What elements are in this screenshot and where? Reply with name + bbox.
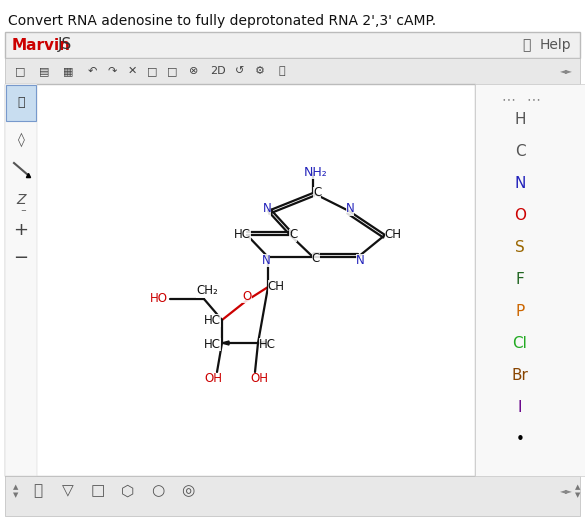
Text: HC: HC — [204, 314, 221, 326]
Text: ⤸: ⤸ — [17, 97, 25, 110]
Text: C: C — [515, 145, 525, 160]
Text: ⚙: ⚙ — [255, 66, 265, 76]
Text: Br: Br — [511, 369, 528, 384]
Text: HO: HO — [150, 292, 168, 305]
Text: N: N — [263, 203, 271, 216]
Text: ✕: ✕ — [128, 66, 137, 76]
Text: ◄►: ◄► — [559, 66, 573, 76]
Text: Marvin: Marvin — [12, 38, 71, 53]
Text: I: I — [518, 400, 522, 416]
Text: P: P — [515, 304, 525, 319]
Text: □: □ — [91, 483, 105, 499]
Text: Help: Help — [540, 38, 572, 52]
Text: N: N — [514, 176, 526, 192]
Text: JS: JS — [58, 38, 73, 53]
Text: OH: OH — [250, 373, 268, 386]
Text: ▲: ▲ — [13, 484, 19, 490]
Text: ◄►: ◄► — [559, 487, 573, 495]
Text: −: − — [13, 249, 29, 267]
Bar — [5, 476, 580, 516]
Text: H: H — [514, 113, 526, 127]
Text: ▦: ▦ — [63, 66, 73, 76]
Text: S: S — [515, 241, 525, 255]
Text: C: C — [312, 253, 320, 266]
Text: N: N — [261, 254, 270, 267]
Text: □: □ — [147, 66, 157, 76]
Text: NH₂: NH₂ — [304, 165, 328, 179]
Text: CH: CH — [267, 279, 284, 292]
Text: ○: ○ — [152, 483, 164, 499]
Text: C: C — [313, 186, 321, 199]
Bar — [5, 84, 475, 476]
Text: HC: HC — [259, 338, 276, 350]
Text: ▽: ▽ — [62, 483, 74, 499]
Text: ↺: ↺ — [235, 66, 245, 76]
Text: ⋯: ⋯ — [501, 92, 515, 106]
Text: ▼: ▼ — [575, 492, 581, 498]
Text: ▤: ▤ — [39, 66, 49, 76]
Bar — [5, 84, 37, 476]
Text: ⟃: ⟃ — [33, 483, 43, 499]
Text: ◎: ◎ — [181, 483, 195, 499]
Text: Cl: Cl — [512, 337, 528, 351]
Text: ⓘ: ⓘ — [522, 38, 531, 52]
Bar — [475, 84, 585, 476]
Text: N: N — [356, 254, 364, 267]
Text: C: C — [289, 229, 297, 242]
Text: CH₂: CH₂ — [196, 284, 218, 298]
Text: ↶: ↶ — [87, 66, 97, 76]
Text: O: O — [514, 208, 526, 223]
Text: CH: CH — [384, 229, 401, 242]
Text: O: O — [242, 290, 252, 303]
Text: Z: Z — [16, 193, 26, 207]
Text: ▼: ▼ — [13, 492, 19, 498]
Text: ⬡: ⬡ — [121, 483, 135, 499]
Text: HC: HC — [233, 229, 250, 242]
Text: □: □ — [167, 66, 177, 76]
Bar — [5, 32, 580, 58]
Text: ↷: ↷ — [107, 66, 116, 76]
Text: F: F — [515, 272, 524, 288]
Polygon shape — [258, 341, 265, 345]
Bar — [6, 85, 36, 121]
Text: ⊗: ⊗ — [190, 66, 199, 76]
Polygon shape — [222, 341, 229, 345]
Text: N: N — [346, 203, 355, 216]
Text: HC: HC — [204, 338, 221, 350]
Text: □: □ — [15, 66, 25, 76]
Text: Convert RNA adenosine to fully deprotonated RNA 2',3' cAMP.: Convert RNA adenosine to fully deprotona… — [8, 14, 436, 28]
Text: ⋯: ⋯ — [526, 92, 540, 106]
Text: 2D: 2D — [210, 66, 226, 76]
Text: OH: OH — [204, 373, 222, 386]
Text: ⓘ: ⓘ — [278, 66, 285, 76]
Bar — [5, 58, 580, 84]
Text: •: • — [515, 433, 524, 447]
Text: ▲: ▲ — [575, 484, 581, 490]
Text: +: + — [13, 221, 29, 239]
Text: ◊: ◊ — [18, 133, 25, 147]
